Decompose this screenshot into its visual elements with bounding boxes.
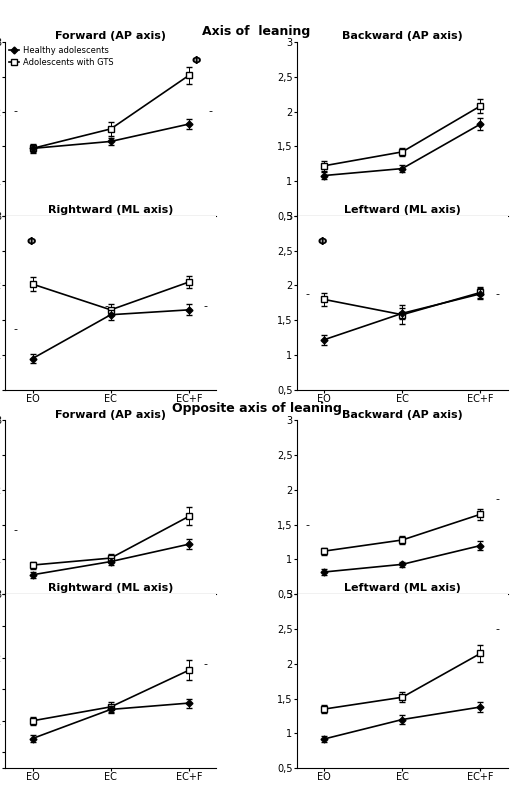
Title: Leftward (ML axis): Leftward (ML axis)	[344, 584, 461, 593]
Legend: Healthy adolescents, Adolescents with GTS: Healthy adolescents, Adolescents with GT…	[9, 46, 113, 67]
Text: Φ: Φ	[191, 56, 201, 66]
Title: Forward (AP axis): Forward (AP axis)	[55, 31, 166, 41]
Text: -: -	[305, 520, 309, 530]
Text: -: -	[208, 106, 212, 116]
Title: Leftward (ML axis): Leftward (ML axis)	[344, 205, 461, 215]
Title: Rightward (ML axis): Rightward (ML axis)	[48, 584, 173, 593]
Text: -: -	[496, 624, 499, 634]
Text: -: -	[496, 289, 499, 299]
Text: -: -	[14, 324, 17, 334]
Text: Φ: Φ	[318, 237, 327, 247]
Text: -: -	[204, 659, 208, 669]
Text: Φ: Φ	[26, 237, 35, 247]
Title: Forward (AP axis): Forward (AP axis)	[55, 409, 166, 420]
Text: -: -	[14, 525, 17, 535]
Title: Backward (AP axis): Backward (AP axis)	[342, 31, 463, 41]
Text: Axis of  leaning: Axis of leaning	[202, 25, 311, 38]
Title: Backward (AP axis): Backward (AP axis)	[342, 409, 463, 420]
Text: -: -	[496, 493, 499, 504]
Text: -: -	[105, 302, 109, 311]
Text: -: -	[14, 106, 17, 116]
Text: Opposite axis of leaning: Opposite axis of leaning	[171, 402, 342, 415]
Text: -: -	[305, 289, 309, 299]
Title: Rightward (ML axis): Rightward (ML axis)	[48, 205, 173, 215]
Text: -: -	[204, 302, 208, 311]
